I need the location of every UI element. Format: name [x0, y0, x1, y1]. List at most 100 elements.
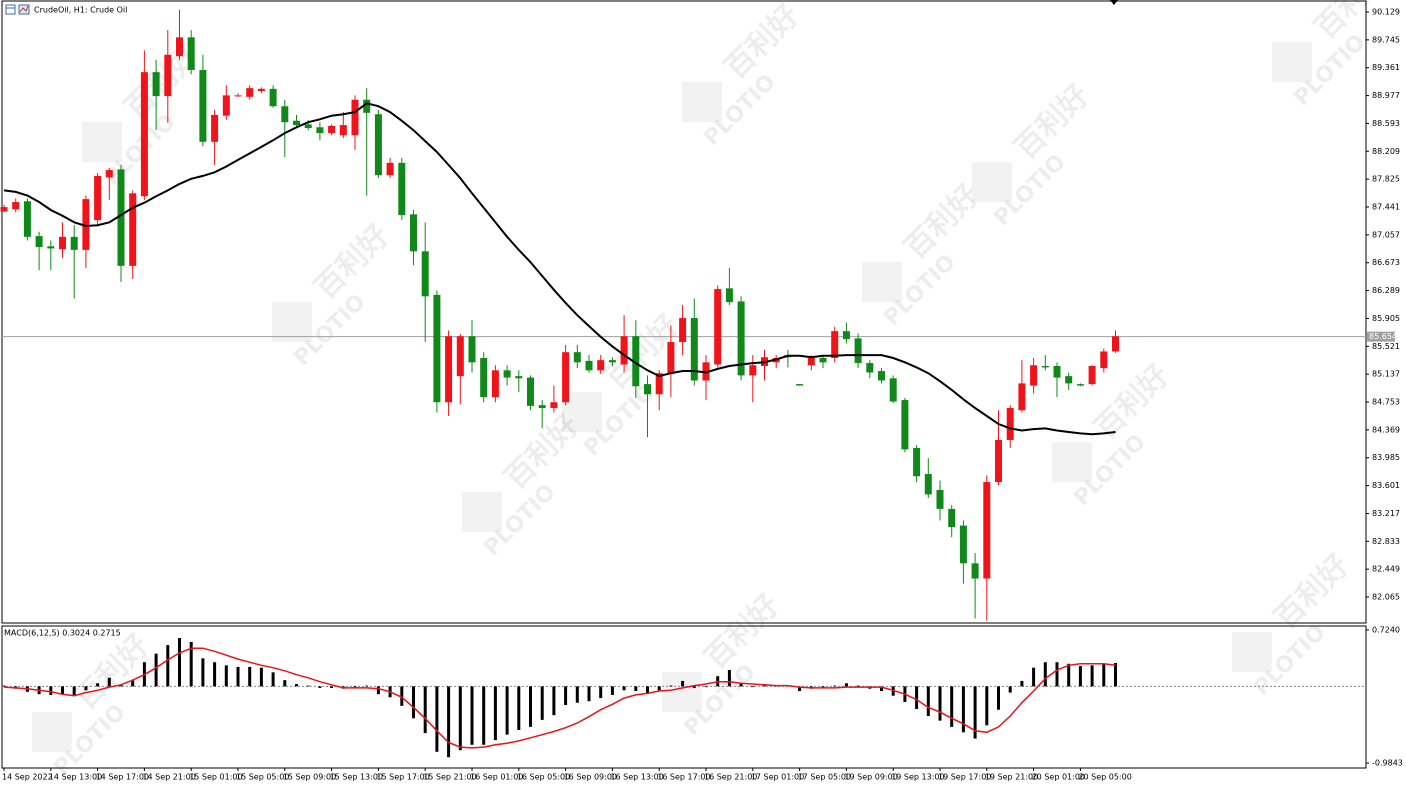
macd-bar [692, 686, 696, 688]
y-tick-label: 0.7240 [1372, 625, 1400, 634]
macd-bar [447, 686, 451, 758]
candle-body [398, 162, 406, 216]
macd-bar [669, 685, 673, 687]
candle-body [854, 338, 862, 364]
x-tick-label: 15 Sep 17:00 [376, 773, 429, 782]
candle-body [339, 125, 347, 136]
x-tick-label: 17 Sep 05:00 [798, 773, 851, 782]
macd-bar [938, 686, 942, 721]
candle-body [1088, 365, 1096, 385]
candle-body [1112, 336, 1119, 352]
macd-bar [751, 686, 755, 688]
candle-body [1100, 351, 1108, 369]
macd-bar [646, 686, 649, 694]
macd-bar [1067, 663, 1071, 687]
candle-body [620, 336, 628, 365]
macd-bar [318, 686, 322, 688]
candle-body [737, 301, 745, 376]
y-tick-label: 89.361 [1372, 63, 1400, 72]
x-tick-label: 16 Sep 13:00 [610, 773, 663, 782]
macd-bar [365, 685, 369, 687]
y-tick-label: 88.209 [1372, 147, 1400, 156]
candle-body [538, 405, 546, 409]
macd-bar [107, 677, 111, 687]
macd-bar [119, 684, 123, 687]
candle-body [433, 294, 441, 403]
y-tick-label: 82.065 [1372, 593, 1400, 602]
y-tick-label: 82.449 [1372, 565, 1400, 574]
x-tick-label: 14 Sep 2022 [2, 773, 53, 782]
macd-bar [856, 685, 860, 687]
candle-body [70, 236, 78, 250]
macd-bar [587, 686, 591, 702]
y-tick-label: 88.977 [1372, 91, 1400, 100]
candle-body [211, 114, 219, 142]
candle-body [948, 508, 956, 528]
candle-body [1076, 384, 1084, 386]
candle-body [995, 439, 1002, 483]
macd-bar [166, 645, 170, 687]
macd-title: MACD(6,12,5) 0.3024 0.2715 [4, 629, 121, 638]
macd-bar [997, 686, 1000, 710]
macd-bar [1043, 662, 1047, 687]
y-tick-label: 85.521 [1372, 342, 1400, 351]
macd-bar [236, 666, 240, 687]
main-panel [1, 0, 1367, 624]
candle-body [807, 357, 815, 366]
candle-body [690, 318, 698, 381]
candle-body [164, 54, 172, 97]
y-tick-label: 83.217 [1372, 509, 1400, 518]
macd-bar [213, 662, 217, 687]
candle-body [878, 371, 885, 381]
watermark-logo [662, 672, 702, 712]
macd-bar [1032, 667, 1036, 687]
candle-body [702, 362, 710, 381]
y-tick-label: 83.985 [1372, 453, 1400, 462]
macd-bar [681, 680, 685, 687]
candle-body [374, 114, 382, 176]
x-tick-label: 14 Sep 13:00 [49, 773, 102, 782]
icon [5, 4, 16, 15]
candle-body [924, 474, 932, 495]
y-tick-label: 85.905 [1372, 314, 1400, 323]
candle-body [234, 95, 242, 97]
macd-bar [283, 680, 287, 687]
macd-bar [2, 685, 6, 687]
macd-bar [505, 686, 509, 735]
x-tick-label: 15 Sep 05:00 [236, 773, 289, 782]
macd-bar [552, 686, 556, 716]
candle-body [562, 352, 570, 403]
candle-body [82, 199, 90, 250]
macd-bar [739, 683, 743, 687]
x-tick-label: 16 Sep 05:00 [517, 773, 570, 782]
candle-body [410, 214, 417, 252]
candle-body [199, 69, 207, 142]
macd-bar [306, 685, 310, 687]
candle-body [59, 236, 66, 250]
macd-bar [435, 686, 439, 752]
x-tick-label: 16 Sep 01:00 [470, 773, 523, 782]
candle-body [749, 365, 757, 376]
candle-body [608, 360, 616, 363]
candle-body [679, 318, 687, 343]
macd-bar [622, 686, 626, 691]
candle-body [316, 127, 324, 134]
macd-bar [529, 686, 532, 727]
y-tick-label: 85.137 [1372, 370, 1400, 379]
candle-body [246, 88, 254, 97]
macd-bar [1078, 666, 1082, 687]
candle-body [983, 482, 991, 579]
candle-body [12, 202, 20, 210]
candle-body [644, 384, 651, 395]
candle-body [1006, 408, 1014, 440]
macd-bar [423, 686, 427, 734]
candle-body [655, 373, 663, 395]
watermark-logo [682, 82, 722, 122]
candle-body [363, 99, 371, 113]
candle-body [445, 336, 453, 403]
candle-body [187, 37, 195, 70]
y-tick-label: 84.369 [1372, 425, 1400, 434]
macd-bar [540, 686, 544, 720]
macd-bar [763, 685, 766, 687]
